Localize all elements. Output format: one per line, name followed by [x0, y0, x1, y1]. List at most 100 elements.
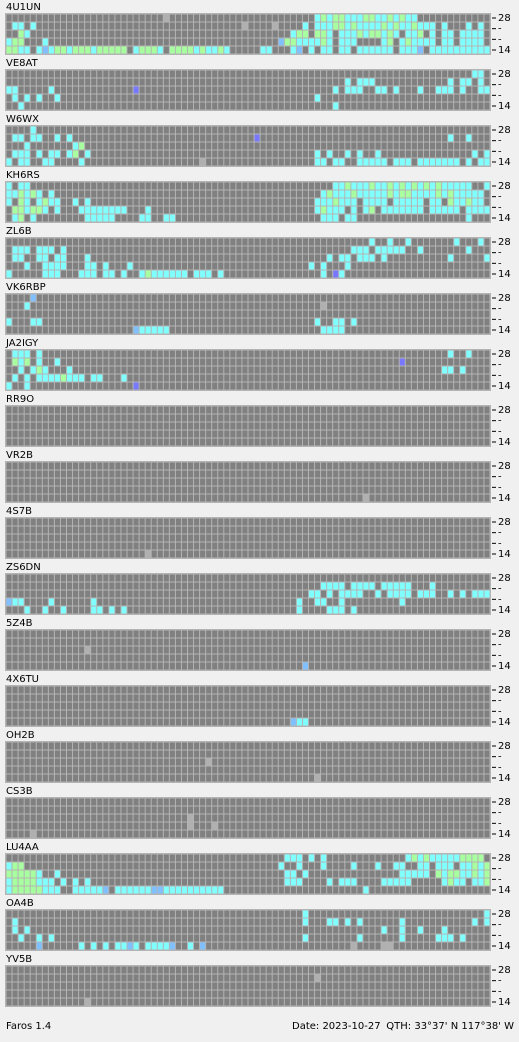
band-cell [13, 431, 18, 438]
band-cell [315, 319, 320, 326]
band-cell [285, 255, 290, 262]
band-cell [55, 487, 60, 494]
band-cell [370, 23, 375, 30]
band-cell [460, 103, 465, 110]
band-cell [460, 367, 465, 374]
band-cell [412, 575, 417, 582]
band-cell [97, 431, 102, 438]
band-cell [121, 663, 126, 670]
band-cell [37, 415, 42, 422]
band-cell [242, 31, 247, 38]
band-cell [267, 631, 272, 638]
band-cell [134, 191, 139, 198]
band-cell [55, 79, 60, 86]
band-cell [230, 495, 235, 502]
band-cell [357, 103, 362, 110]
band-cell [442, 631, 447, 638]
band-cell [97, 655, 102, 662]
band-cell [37, 487, 42, 494]
band-cell [363, 583, 368, 590]
band-cell [327, 655, 332, 662]
band-cell [249, 535, 254, 542]
band-cell [7, 367, 12, 374]
band-cell [327, 159, 332, 166]
band-label: 28 [498, 517, 511, 528]
band-cell [103, 647, 108, 654]
band-cell [212, 575, 217, 582]
band-cell [73, 263, 78, 270]
band-cell [61, 239, 66, 246]
band-cell [85, 687, 90, 694]
band-cell [49, 103, 54, 110]
band-cell [261, 599, 266, 606]
band-cell [200, 23, 205, 30]
band-cell [291, 383, 296, 390]
band-cell [448, 479, 453, 486]
band-cell [79, 271, 84, 278]
band-cell [218, 543, 223, 550]
band-cell [442, 463, 447, 470]
band-cell [297, 367, 302, 374]
band-cell [267, 271, 272, 278]
band-cell [134, 647, 139, 654]
band-cell [466, 367, 471, 374]
band-cell [454, 367, 459, 374]
band-cell [115, 255, 120, 262]
band-cell [85, 127, 90, 134]
band-cell [158, 311, 163, 318]
band-cell [236, 463, 241, 470]
band-cell [121, 15, 126, 22]
band-cell [236, 439, 241, 446]
band-cell [466, 479, 471, 486]
band-cell [43, 47, 48, 54]
band-cell [67, 375, 72, 382]
band-cell [357, 663, 362, 670]
band-cell [315, 583, 320, 590]
band-cell [236, 87, 241, 94]
band-cell [43, 255, 48, 262]
band-cell [158, 239, 163, 246]
band-cell [466, 263, 471, 270]
band-cell [327, 255, 332, 262]
band-cell [442, 639, 447, 646]
band-cell [351, 583, 356, 590]
band-cell [164, 207, 169, 214]
band-cell [255, 439, 260, 446]
band-cell [454, 87, 459, 94]
band-cell [345, 47, 350, 54]
band-cell [103, 199, 108, 206]
band-cell [418, 239, 423, 246]
band-cell [255, 375, 260, 382]
date: Date: 2023-10-27 [292, 1021, 381, 1032]
band-cell [303, 551, 308, 558]
band-cell [418, 687, 423, 694]
band-cell [134, 303, 139, 310]
band-cell [230, 655, 235, 662]
band-cell [315, 591, 320, 598]
band-cell [291, 519, 296, 526]
band-cell [224, 103, 229, 110]
band-cell [128, 191, 133, 198]
band-cell [230, 215, 235, 222]
band-cell [484, 215, 489, 222]
band-cell [85, 415, 90, 422]
band-cell [121, 415, 126, 422]
band-cell [321, 127, 326, 134]
band-cell [261, 431, 266, 438]
band-cell [25, 647, 30, 654]
band-cell [115, 135, 120, 142]
band-cell [224, 479, 229, 486]
band-cell [394, 103, 399, 110]
band-cell [230, 575, 235, 582]
band-cell [170, 631, 175, 638]
band-cell [206, 271, 211, 278]
band-cell [49, 71, 54, 78]
band-label: 28 [498, 13, 511, 24]
band-cell [200, 327, 205, 334]
band-cell [128, 23, 133, 30]
band-cell [152, 431, 157, 438]
band-cell [218, 159, 223, 166]
band-cell [472, 127, 477, 134]
band-cell [128, 215, 133, 222]
band-cell [291, 431, 296, 438]
